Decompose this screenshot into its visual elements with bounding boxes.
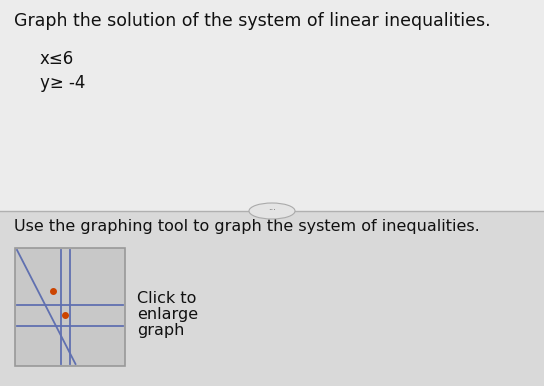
- Ellipse shape: [249, 203, 295, 219]
- Text: ···: ···: [268, 207, 276, 215]
- Text: graph: graph: [137, 323, 184, 338]
- Text: Graph the solution of the system of linear inequalities.: Graph the solution of the system of line…: [14, 12, 491, 30]
- Text: Click to: Click to: [137, 291, 196, 306]
- FancyBboxPatch shape: [15, 248, 125, 366]
- FancyBboxPatch shape: [0, 0, 544, 211]
- Text: Use the graphing tool to graph the system of inequalities.: Use the graphing tool to graph the syste…: [14, 219, 480, 234]
- Text: enlarge: enlarge: [137, 307, 198, 322]
- FancyBboxPatch shape: [0, 211, 544, 386]
- Text: x≤6: x≤6: [40, 50, 74, 68]
- Text: y≥ -4: y≥ -4: [40, 74, 85, 92]
